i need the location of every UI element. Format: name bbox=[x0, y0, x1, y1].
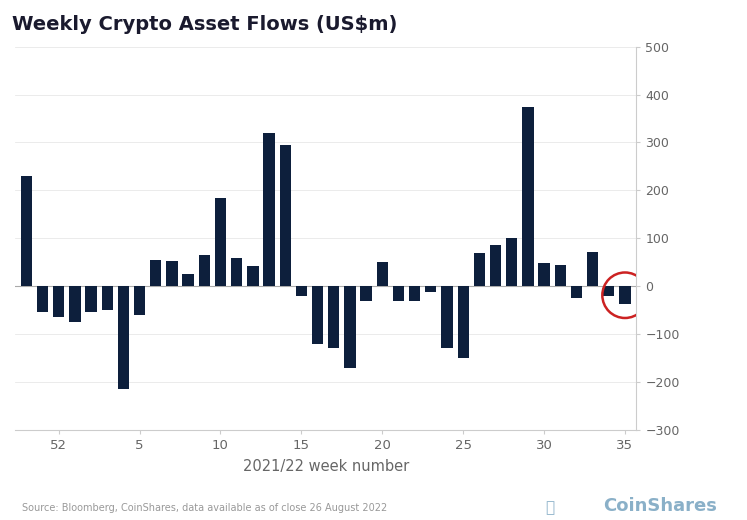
Bar bbox=[85, 286, 96, 313]
Bar bbox=[328, 286, 339, 348]
Bar bbox=[344, 286, 356, 368]
Bar bbox=[587, 252, 598, 286]
Bar bbox=[425, 286, 436, 292]
Bar bbox=[571, 286, 582, 298]
Bar bbox=[522, 107, 533, 286]
Bar bbox=[134, 286, 145, 315]
Bar bbox=[21, 176, 32, 286]
Text: CoinShares: CoinShares bbox=[604, 497, 717, 515]
Bar bbox=[167, 261, 178, 286]
Bar bbox=[199, 255, 210, 286]
Bar bbox=[539, 263, 550, 286]
Bar bbox=[361, 286, 372, 301]
Bar bbox=[247, 266, 258, 286]
Bar bbox=[118, 286, 129, 389]
Bar bbox=[264, 133, 275, 286]
Bar bbox=[393, 286, 404, 301]
Text: 🔍: 🔍 bbox=[545, 500, 554, 515]
X-axis label: 2021/22 week number: 2021/22 week number bbox=[243, 459, 409, 474]
Bar bbox=[554, 265, 566, 286]
Bar bbox=[231, 258, 242, 286]
Text: Source: Bloomberg, CoinShares, data available as of close 26 August 2022: Source: Bloomberg, CoinShares, data avai… bbox=[22, 503, 388, 513]
Bar bbox=[506, 238, 518, 286]
Bar bbox=[474, 253, 485, 286]
Bar bbox=[490, 245, 501, 286]
Bar bbox=[312, 286, 323, 344]
Bar bbox=[102, 286, 113, 310]
Bar bbox=[279, 145, 291, 286]
Bar bbox=[376, 262, 388, 286]
Bar bbox=[53, 286, 64, 317]
Bar bbox=[457, 286, 469, 358]
Bar bbox=[150, 260, 161, 286]
Bar bbox=[215, 198, 226, 286]
Bar bbox=[69, 286, 81, 322]
Text: Weekly Crypto Asset Flows (US$m): Weekly Crypto Asset Flows (US$m) bbox=[12, 15, 397, 34]
Bar bbox=[37, 286, 48, 313]
Bar bbox=[296, 286, 307, 296]
Bar bbox=[182, 274, 193, 286]
Bar bbox=[603, 286, 615, 296]
Bar bbox=[409, 286, 421, 301]
Bar bbox=[619, 286, 630, 304]
Bar bbox=[441, 286, 453, 348]
